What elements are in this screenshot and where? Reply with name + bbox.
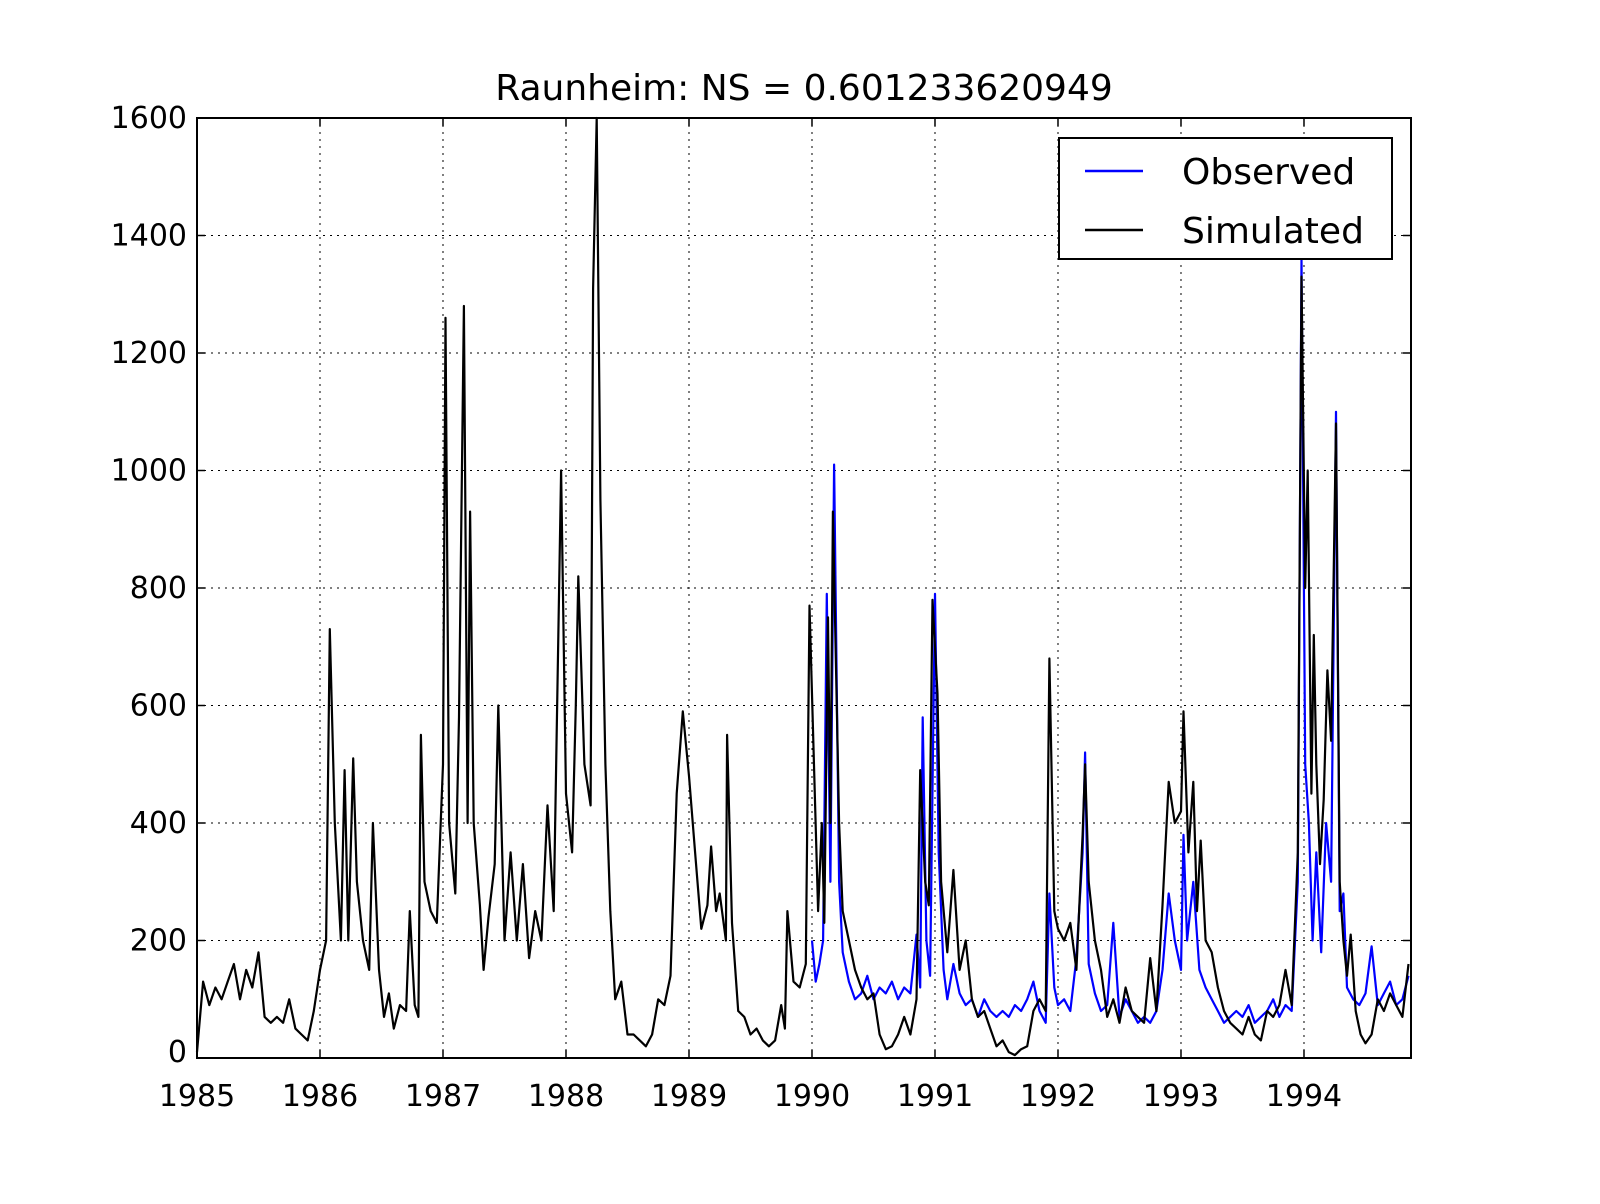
legend-label-observed: Observed <box>1182 152 1355 193</box>
legend-box <box>1058 137 1393 260</box>
x-tick-label: 1994 <box>1266 1079 1342 1114</box>
x-tick-label: 1992 <box>1020 1079 1096 1114</box>
x-tick-label: 1991 <box>897 1079 973 1114</box>
y-tick-label: 1600 <box>111 101 187 136</box>
series-line-observed <box>810 257 1410 1024</box>
x-tick-label: 1985 <box>159 1079 235 1114</box>
x-tick-label: 1993 <box>1143 1079 1219 1114</box>
legend-label-simulated: Simulated <box>1182 211 1364 252</box>
chart-title: Raunheim: NS = 0.601233620949 <box>495 68 1113 109</box>
x-tick-label: 1988 <box>528 1079 604 1114</box>
x-tick-label: 1987 <box>405 1079 481 1114</box>
y-tick-label: 0 <box>168 1035 187 1070</box>
series-lines <box>195 116 1410 1057</box>
legend: Observed Simulated <box>1058 137 1393 260</box>
axis-ticks: 1985 1986 1987 1988 1989 1990 1991 1992 1993 1994… <box>111 101 1411 1114</box>
series-line-simulated <box>195 116 1410 1057</box>
y-tick-label: 1000 <box>111 454 187 489</box>
x-tick-label: 1986 <box>282 1079 358 1114</box>
y-tick-label: 1200 <box>111 336 187 371</box>
y-tick-label: 400 <box>130 806 187 841</box>
y-tick-label: 1400 <box>111 219 187 254</box>
x-tick-label: 1990 <box>774 1079 850 1114</box>
x-tick-label: 1989 <box>651 1079 727 1114</box>
y-tick-label: 200 <box>130 924 187 959</box>
y-tick-label: 800 <box>130 571 187 606</box>
y-tick-label: 600 <box>130 689 187 724</box>
